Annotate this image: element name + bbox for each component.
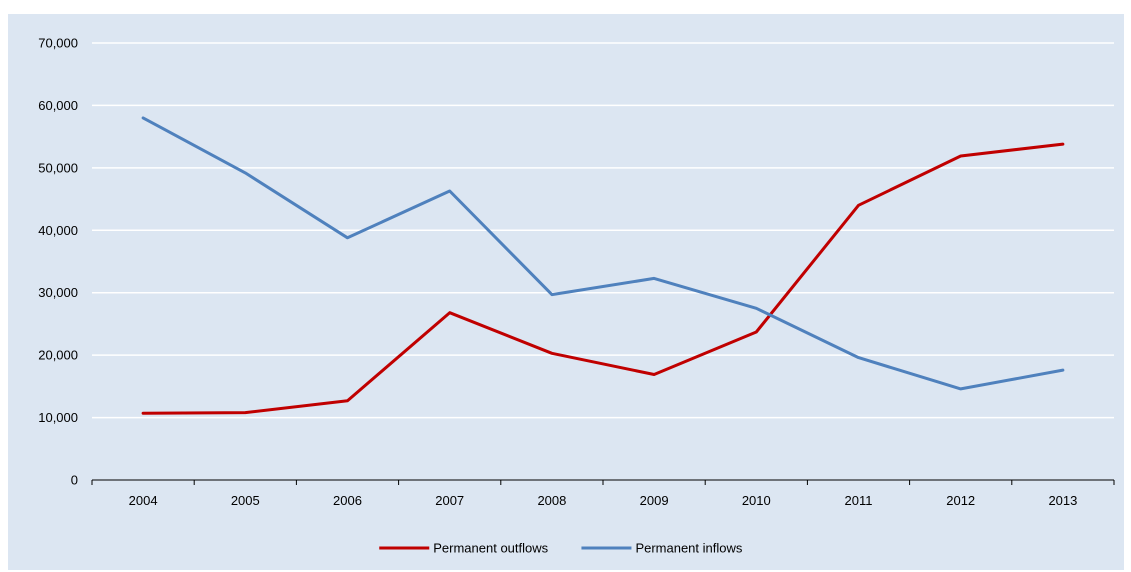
y-tick-label: 40,000 <box>38 223 78 238</box>
x-tick-label: 2013 <box>1048 493 1077 508</box>
line-chart: 0 10,000 20,000 30,000 40,000 50,000 60,000 70,… <box>38 36 1115 556</box>
series-line-1 <box>141 142 1065 415</box>
x-tick-label: 2012 <box>946 493 975 508</box>
x-tick-label: 2008 <box>537 493 566 508</box>
legend-label-2: Permanent inflows <box>635 541 742 556</box>
y-tick-label: 0 <box>71 473 78 488</box>
y-tick-label: 30,000 <box>38 285 78 300</box>
gridlines <box>92 42 1114 419</box>
y-tick-label: 10,000 <box>38 410 78 425</box>
legend-label-1: Permanent outflows <box>433 541 548 556</box>
y-tick-label: 20,000 <box>38 348 78 363</box>
x-tick-label: 2010 <box>742 493 771 508</box>
x-tick-label: 2009 <box>640 493 669 508</box>
y-tick-label: 70,000 <box>38 36 78 51</box>
x-tick-label: 2006 <box>333 493 362 508</box>
y-tick-label: 50,000 <box>38 160 78 175</box>
chart-area: 0 10,000 20,000 30,000 40,000 50,000 60,000 70,… <box>8 14 1124 570</box>
x-tick-label: 2005 <box>231 493 260 508</box>
axes: 0 10,000 20,000 30,000 40,000 50,000 60,000 70,… <box>38 36 1115 508</box>
x-tick-label: 2007 <box>435 493 464 508</box>
x-tick-label: 2004 <box>129 493 158 508</box>
y-tick-label: 60,000 <box>38 98 78 113</box>
series-lines <box>141 116 1065 415</box>
legend: Permanent outflows Permanent inflows <box>379 541 743 556</box>
series-line-2 <box>141 116 1065 391</box>
x-tick-label: 2011 <box>845 493 873 508</box>
